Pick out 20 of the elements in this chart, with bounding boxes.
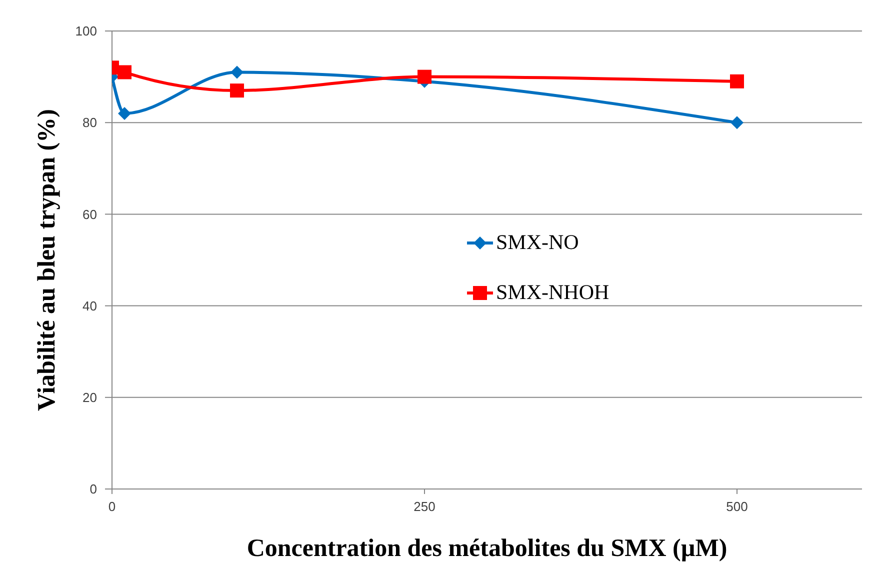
y-axis-title: Viabilité au bleu trypan (%) (34, 109, 60, 411)
point (418, 70, 432, 84)
y-tick-label: 40 (82, 298, 97, 314)
point (730, 116, 744, 130)
point (230, 66, 244, 79)
point (118, 106, 131, 120)
x-tick-label: 250 (414, 499, 436, 514)
y-tick-label: 60 (82, 206, 97, 222)
legend-label: SMX-NHOH (496, 280, 610, 306)
y-tick-label: 80 (82, 115, 97, 130)
x-tick-label: 0 (108, 499, 116, 514)
point (118, 65, 132, 80)
point (230, 84, 244, 98)
x-tick-label: 500 (726, 499, 748, 514)
y-tick-label: 100 (75, 24, 97, 39)
x-axis-title: Concentration des métabolites du SMX (µM) (246, 535, 728, 562)
y-tick-label: 20 (82, 390, 97, 406)
y-tick-label: 0 (90, 482, 97, 497)
point (730, 74, 744, 88)
legend-label: SMX-NO (496, 230, 579, 256)
